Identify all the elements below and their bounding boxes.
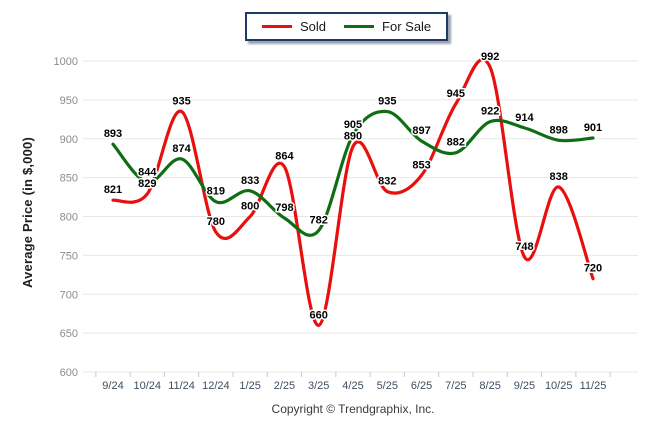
legend-item-sold: Sold (262, 20, 326, 33)
x-tick-label: 12/24 (202, 380, 230, 392)
data-label: 798 (275, 202, 293, 214)
x-tick-label: 2/25 (274, 380, 295, 392)
data-label: 748 (515, 241, 533, 253)
x-tick-label: 1/25 (239, 380, 260, 392)
x-tick-label: 5/25 (377, 380, 398, 392)
x-tick-label: 7/25 (445, 380, 466, 392)
data-label: 819 (207, 186, 225, 198)
y-tick-label: 650 (60, 328, 78, 340)
data-label: 893 (104, 128, 122, 140)
y-tick-label: 900 (60, 134, 78, 146)
data-label: 935 (172, 96, 190, 108)
data-label: 660 (310, 309, 328, 321)
x-tick-label: 11/25 (580, 380, 607, 392)
data-label: 914 (515, 112, 534, 124)
data-label: 833 (241, 175, 259, 187)
data-label: 800 (241, 201, 259, 213)
data-label: 853 (412, 159, 430, 171)
y-tick-label: 600 (60, 367, 78, 379)
x-tick-label: 6/25 (411, 380, 432, 392)
data-label: 992 (481, 51, 499, 63)
data-label: 838 (550, 171, 568, 183)
legend-label-sold: Sold (300, 19, 327, 34)
data-label: 890 (344, 131, 362, 143)
y-tick-label: 1000 (54, 56, 78, 68)
for-sale-line-swatch (344, 25, 375, 28)
data-label: 897 (412, 125, 430, 137)
y-tick-label: 700 (60, 289, 78, 301)
data-label: 720 (584, 263, 602, 275)
data-label: 821 (104, 184, 122, 196)
data-label: 874 (172, 143, 191, 155)
x-tick-label: 11/24 (168, 380, 195, 392)
data-label: 945 (447, 88, 465, 100)
y-tick-label: 750 (60, 250, 78, 262)
data-label: 782 (310, 214, 328, 226)
data-label: 844 (138, 166, 157, 178)
x-tick-label: 10/24 (134, 380, 162, 392)
series-line-sold (111, 57, 595, 327)
x-tick-label: 9/24 (102, 380, 123, 392)
y-tick-label: 850 (60, 173, 78, 185)
data-label: 864 (275, 151, 294, 163)
data-label: 901 (584, 122, 602, 134)
legend: Sold For Sale (245, 12, 449, 41)
y-tick-label: 800 (60, 212, 78, 224)
legend-label-for-sale: For Sale (382, 19, 432, 34)
x-tick-label: 10/25 (545, 380, 573, 392)
data-label: 905 (344, 119, 362, 131)
y-tick-label: 950 (60, 95, 78, 107)
data-label: 922 (481, 106, 499, 118)
data-label: 829 (138, 178, 156, 190)
data-label: 832 (378, 176, 396, 188)
data-label: 882 (447, 137, 465, 149)
data-label: 935 (378, 96, 396, 108)
x-tick-label: 3/25 (308, 380, 329, 392)
series-line-for-sale (111, 109, 595, 237)
data-label: 898 (550, 124, 568, 136)
copyright-text: Copyright © Trendgraphix, Inc. (271, 402, 435, 416)
x-tick-label: 8/25 (479, 380, 500, 392)
data-label: 780 (207, 216, 225, 228)
x-tick-label: 4/25 (342, 380, 363, 392)
legend-item-for-sale: For Sale (344, 20, 431, 33)
x-tick-label: 9/25 (514, 380, 535, 392)
sold-line-swatch (262, 25, 292, 28)
y-axis-title: Average Price (in $,000) (20, 136, 35, 288)
